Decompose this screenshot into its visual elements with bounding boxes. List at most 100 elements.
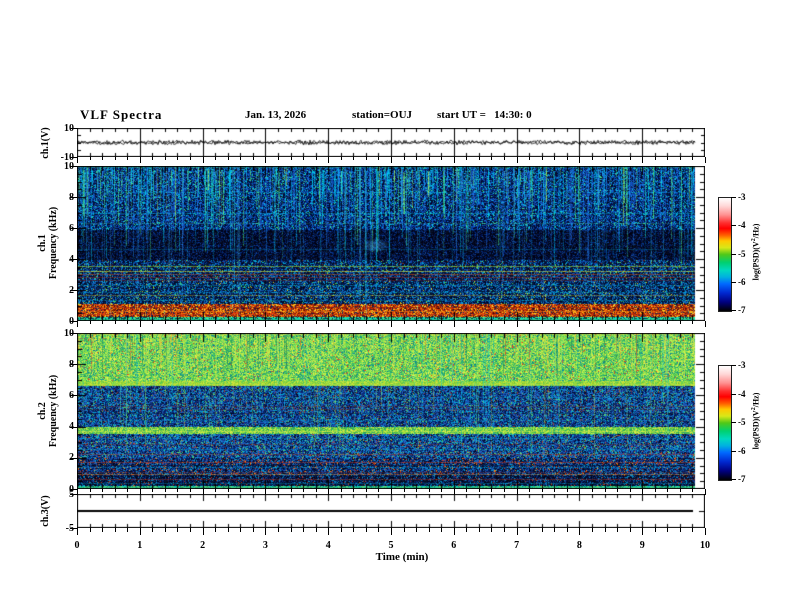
colorbar-tick-mark bbox=[731, 253, 736, 255]
axis-tick bbox=[478, 489, 480, 492]
axis-tick bbox=[491, 157, 493, 160]
y-tick-mark bbox=[70, 290, 77, 291]
axis-tick bbox=[303, 157, 305, 160]
axis-tick bbox=[667, 489, 669, 492]
axis-tick bbox=[579, 157, 581, 163]
y-tick-mark bbox=[70, 157, 77, 158]
colorbar-tick-mark bbox=[731, 225, 736, 227]
axis-tick bbox=[705, 489, 706, 495]
colorbar-tick-mark bbox=[731, 197, 736, 198]
x-tick-label: 7 bbox=[514, 540, 520, 551]
axis-tick bbox=[265, 489, 267, 495]
axis-tick bbox=[340, 321, 342, 324]
colorbar-tick-label: -4 bbox=[738, 388, 746, 399]
axis-tick bbox=[453, 157, 455, 163]
axis-tick bbox=[152, 157, 154, 160]
colorbar-1-label: log(PSD)(V2/Hz) bbox=[750, 197, 761, 307]
axis-tick bbox=[102, 321, 104, 324]
axis-tick bbox=[491, 528, 493, 532]
axis-tick bbox=[453, 489, 455, 495]
colorbar-tick-mark bbox=[731, 310, 736, 311]
colorbar-tick-mark bbox=[731, 450, 736, 452]
axis-tick bbox=[642, 321, 644, 327]
axis-tick bbox=[541, 321, 543, 324]
axis-tick bbox=[629, 157, 631, 160]
axis-tick bbox=[441, 321, 443, 324]
y-tick-label: 10 bbox=[64, 122, 74, 134]
axis-tick bbox=[679, 321, 681, 324]
axis-tick bbox=[190, 528, 192, 532]
x-tick-label: 8 bbox=[576, 540, 582, 551]
axis-tick bbox=[629, 489, 631, 492]
y-tick-mark bbox=[70, 457, 77, 459]
axis-tick bbox=[152, 489, 154, 492]
axis-tick bbox=[102, 528, 104, 532]
axis-tick bbox=[353, 157, 355, 160]
axis-tick bbox=[642, 528, 644, 535]
axis-tick bbox=[679, 528, 681, 532]
axis-tick bbox=[164, 489, 166, 492]
axis-tick bbox=[516, 528, 518, 535]
axis-tick bbox=[252, 321, 254, 324]
axis-tick bbox=[692, 321, 694, 324]
axis-tick bbox=[353, 528, 355, 532]
axis-tick bbox=[340, 528, 342, 532]
axis-tick bbox=[667, 321, 669, 324]
colorbar-label-sup: 2 bbox=[751, 238, 757, 242]
axis-tick bbox=[365, 489, 367, 492]
axis-tick bbox=[127, 157, 129, 160]
colorbar-tick-label: -6 bbox=[738, 445, 746, 456]
axis-tick bbox=[340, 489, 342, 492]
axis-tick bbox=[478, 157, 480, 160]
axis-tick bbox=[127, 528, 129, 532]
x-tick-label: 6 bbox=[451, 540, 457, 551]
axis-tick bbox=[403, 157, 405, 160]
axis-tick bbox=[504, 528, 506, 532]
axis-tick bbox=[403, 321, 405, 324]
axis-tick bbox=[554, 489, 556, 492]
axis-tick bbox=[265, 157, 267, 163]
axis-tick bbox=[428, 528, 430, 532]
axis-tick bbox=[240, 528, 242, 532]
colorbar-label-post: /Hz) bbox=[751, 392, 761, 408]
axis-tick bbox=[529, 528, 531, 532]
axis-tick bbox=[705, 321, 706, 327]
axis-tick bbox=[403, 489, 405, 492]
axis-tick bbox=[466, 528, 468, 532]
axis-tick bbox=[667, 157, 669, 160]
axis-tick bbox=[89, 489, 91, 492]
axis-tick bbox=[591, 528, 593, 532]
x-tick-label: 4 bbox=[325, 540, 331, 551]
axis-tick bbox=[227, 157, 229, 160]
axis-tick bbox=[277, 157, 279, 160]
axis-tick bbox=[202, 321, 204, 327]
axis-tick bbox=[378, 321, 380, 324]
y-tick-label: 10 bbox=[64, 160, 74, 172]
axis-tick bbox=[378, 157, 380, 160]
axis-tick bbox=[139, 489, 141, 495]
y-tick-mark bbox=[70, 494, 77, 495]
x-tick-label: 1 bbox=[137, 540, 143, 551]
axis-tick bbox=[529, 489, 531, 492]
colorbar-label-post: /Hz) bbox=[751, 223, 761, 239]
axis-tick bbox=[466, 321, 468, 324]
axis-tick bbox=[227, 321, 229, 324]
axis-tick bbox=[441, 157, 443, 160]
colorbar-tick-label: -4 bbox=[738, 220, 746, 231]
axis-tick bbox=[277, 321, 279, 324]
x-tick-label: 10 bbox=[700, 540, 710, 551]
time-axis-label: Time (min) bbox=[375, 551, 429, 563]
axis-tick bbox=[77, 528, 78, 535]
axis-tick bbox=[491, 489, 493, 492]
axis-tick bbox=[77, 321, 78, 327]
axis-tick bbox=[416, 321, 418, 324]
ch3-voltage-panel bbox=[77, 494, 705, 528]
axis-tick bbox=[554, 157, 556, 160]
axis-tick bbox=[629, 528, 631, 532]
x-tick-label: 5 bbox=[388, 540, 394, 551]
axis-tick bbox=[516, 489, 518, 495]
header-date: Jan. 13, 2026 bbox=[245, 109, 307, 121]
axis-tick bbox=[114, 528, 116, 532]
axis-tick bbox=[441, 528, 443, 532]
axis-tick bbox=[77, 489, 78, 495]
